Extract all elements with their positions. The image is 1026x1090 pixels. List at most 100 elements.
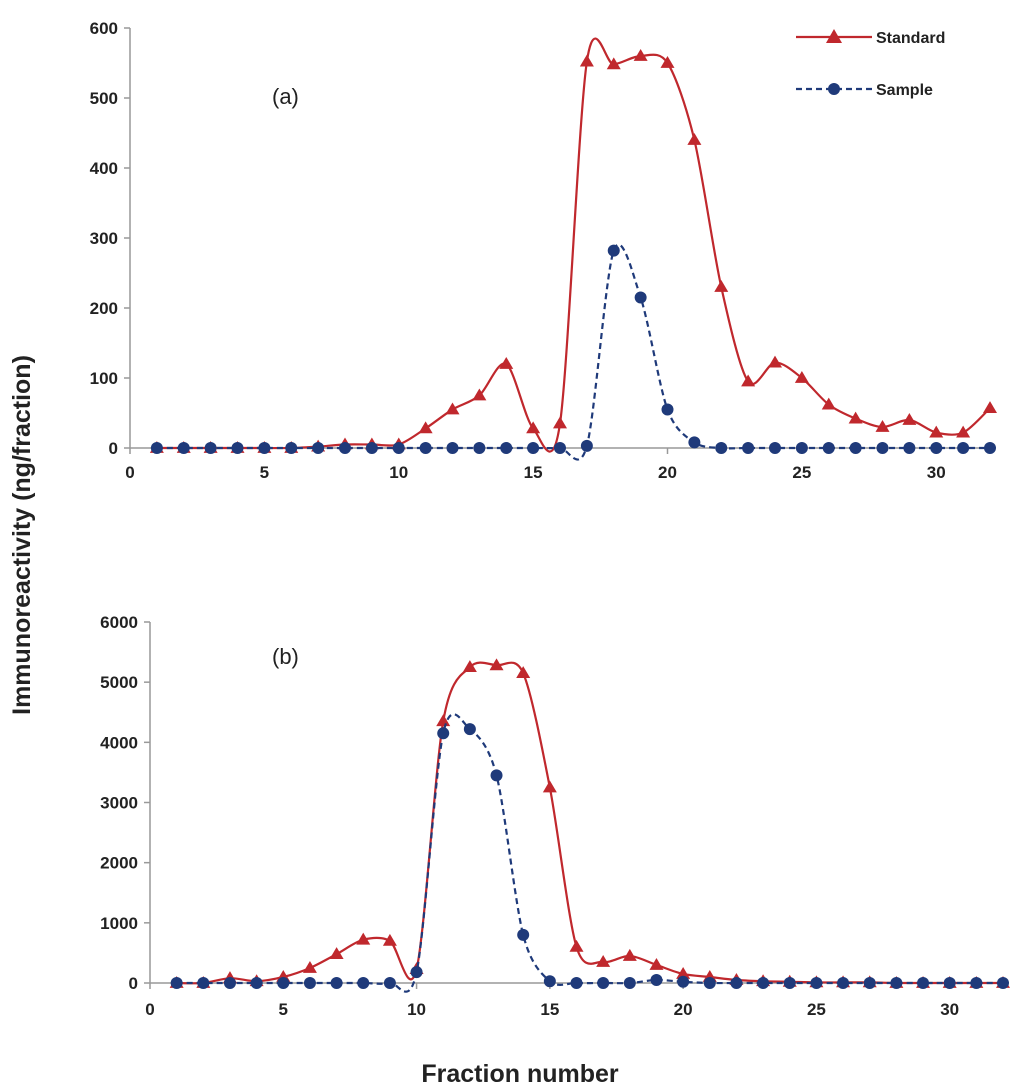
data-point-sample — [623, 977, 636, 989]
data-point-sample — [783, 977, 796, 989]
y-tick-label: 100 — [90, 369, 118, 388]
data-point-sample — [903, 442, 916, 454]
data-point-sample — [607, 244, 620, 257]
data-point-standard — [622, 948, 637, 961]
data-point-standard — [606, 57, 621, 70]
data-point-sample — [500, 442, 513, 454]
data-point-standard — [418, 421, 433, 434]
data-point-standard — [794, 371, 809, 383]
data-point-standard — [526, 421, 541, 434]
data-point-standard — [929, 425, 944, 438]
data-point-sample — [730, 977, 743, 989]
data-point-sample — [634, 291, 647, 304]
legend-label-standard: Standard — [876, 30, 945, 47]
data-point-sample — [661, 403, 674, 416]
x-tick-label: 5 — [260, 463, 269, 482]
data-point-standard — [687, 133, 702, 145]
data-point-sample — [688, 436, 701, 449]
x-axis-title: Fraction number — [421, 1060, 619, 1088]
data-point-sample — [757, 977, 770, 989]
data-point-sample — [917, 977, 930, 989]
data-point-standard — [436, 714, 451, 727]
data-point-sample — [849, 442, 862, 454]
panel-label: (b) — [272, 644, 299, 669]
data-point-sample — [197, 977, 210, 989]
data-point-standard — [569, 939, 584, 952]
data-point-standard — [596, 954, 611, 967]
data-point-sample — [650, 973, 663, 986]
data-point-standard — [302, 960, 317, 973]
y-axis-title: Immunoreactivity (ng/fraction) — [8, 355, 36, 715]
data-point-sample — [517, 928, 530, 941]
data-point-standard — [329, 947, 344, 960]
data-point-sample — [527, 442, 540, 454]
x-tick-label: 0 — [145, 1000, 154, 1019]
legend-label-sample: Sample — [876, 82, 933, 99]
legend: Standard Sample — [796, 29, 945, 99]
data-point-standard — [768, 355, 782, 368]
data-point-sample — [890, 977, 903, 989]
y-tick-label: 300 — [90, 229, 118, 248]
data-point-standard — [741, 374, 756, 387]
data-point-sample — [357, 977, 370, 989]
data-point-standard — [660, 56, 675, 68]
x-tick-label: 5 — [279, 1000, 288, 1019]
y-tick-label: 600 — [90, 19, 118, 38]
data-point-sample — [490, 769, 503, 782]
x-tick-label: 0 — [125, 463, 134, 482]
data-point-sample — [383, 977, 396, 989]
x-tick-label: 20 — [674, 1000, 693, 1019]
series-line-sample — [156, 243, 990, 461]
data-point-sample — [863, 977, 876, 989]
data-point-standard — [462, 660, 477, 673]
legend-marker-standard — [826, 29, 842, 43]
data-point-standard — [489, 658, 504, 671]
data-point-sample — [970, 977, 983, 989]
data-point-sample — [365, 442, 378, 454]
data-point-standard — [956, 425, 971, 438]
data-point-standard — [902, 413, 917, 425]
data-point-sample — [570, 977, 583, 989]
data-point-sample — [876, 442, 889, 454]
y-tick-label: 5000 — [100, 673, 138, 692]
panel-b: 0 1000 2000 3000 4000 5000 6000 0 5 10 15 20 25 30 (b) — [100, 613, 1010, 1019]
x-tick-label: 20 — [658, 463, 677, 482]
data-point-sample — [463, 723, 476, 736]
data-point-sample — [312, 442, 325, 454]
x-tick-label: 25 — [807, 1000, 826, 1019]
data-point-sample — [204, 442, 217, 454]
data-point-sample — [703, 977, 716, 989]
x-tick-label: 10 — [407, 1000, 426, 1019]
data-point-sample — [837, 977, 850, 989]
data-point-sample — [446, 442, 459, 454]
data-point-sample — [473, 442, 486, 454]
data-point-sample — [330, 977, 343, 989]
data-point-standard — [542, 780, 557, 793]
x-tick-label: 10 — [389, 463, 408, 482]
data-point-sample — [597, 977, 610, 989]
data-point-sample — [419, 442, 432, 454]
data-point-sample — [258, 442, 271, 454]
data-point-sample — [769, 442, 781, 454]
y-tick-label: 500 — [90, 89, 118, 108]
x-tick-label: 30 — [927, 463, 946, 482]
y-tick-label: 4000 — [100, 733, 138, 752]
data-point-standard — [676, 966, 691, 979]
x-tick-label: 15 — [524, 463, 543, 482]
data-point-sample — [277, 977, 290, 989]
x-tick-label: 30 — [940, 1000, 959, 1019]
data-point-standard — [633, 49, 648, 61]
data-point-standard — [445, 402, 460, 415]
y-tick-label: 2000 — [100, 854, 138, 873]
data-point-sample — [150, 442, 163, 454]
x-tick-label: 25 — [792, 463, 811, 482]
data-point-standard — [579, 54, 594, 67]
data-point-standard — [848, 411, 863, 424]
legend-marker-sample — [828, 83, 840, 95]
data-point-sample — [930, 442, 943, 454]
data-point-standard — [499, 357, 514, 369]
data-point-sample — [250, 977, 263, 989]
data-point-sample — [392, 442, 405, 454]
y-tick-label: 400 — [90, 159, 118, 178]
data-point-sample — [231, 442, 244, 454]
